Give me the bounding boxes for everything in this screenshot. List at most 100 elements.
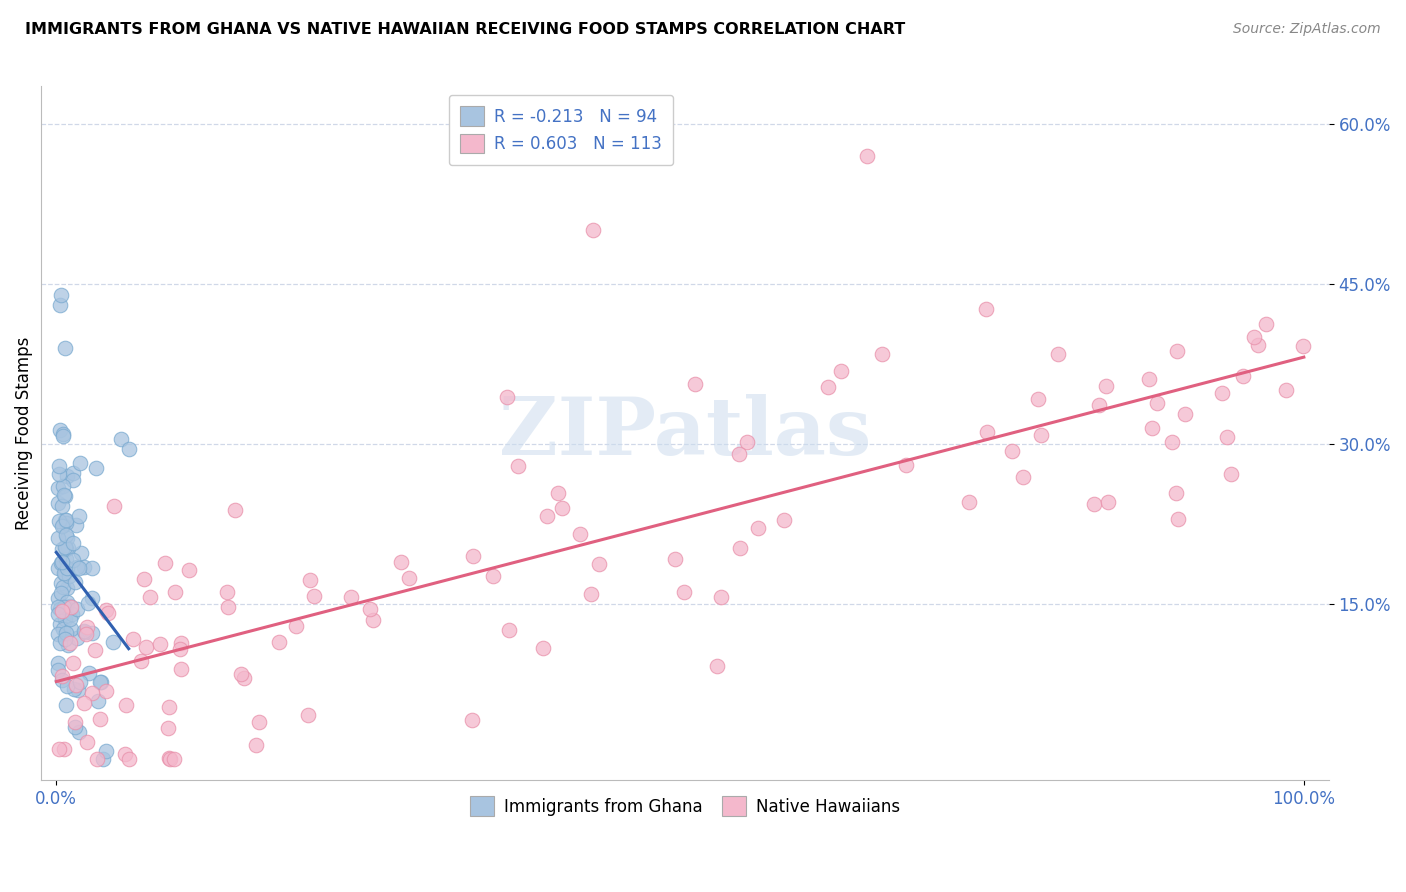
Point <box>1001 443 1024 458</box>
Point <box>664 552 686 566</box>
Point <box>1140 421 1163 435</box>
Point <box>97 606 120 620</box>
Point <box>51 499 73 513</box>
Point <box>58 569 80 583</box>
Point <box>52 427 75 442</box>
Point <box>52 429 75 443</box>
Point <box>52 622 75 636</box>
Point <box>51 604 73 618</box>
Point <box>69 456 91 470</box>
Point <box>73 624 96 639</box>
Point <box>48 742 70 756</box>
Point <box>122 632 145 646</box>
Point <box>170 635 193 649</box>
Point <box>56 679 79 693</box>
Point <box>53 566 76 581</box>
Point <box>73 624 96 638</box>
Point <box>48 514 70 528</box>
Point <box>48 467 70 481</box>
Point <box>1166 343 1188 358</box>
Point <box>461 714 484 728</box>
Point <box>683 376 706 391</box>
Point <box>49 298 72 312</box>
Point <box>817 380 839 394</box>
Point <box>1047 347 1070 361</box>
Point <box>1012 470 1035 484</box>
Point <box>1026 392 1049 406</box>
Point <box>118 442 141 457</box>
Point <box>135 640 157 655</box>
Point <box>91 752 114 766</box>
Point <box>267 635 290 649</box>
Point <box>773 514 796 528</box>
Point <box>65 601 87 615</box>
Point <box>245 738 267 752</box>
Point <box>1211 385 1233 400</box>
Point <box>103 499 125 513</box>
Point <box>87 694 110 708</box>
Point <box>976 425 998 440</box>
Point <box>56 638 79 652</box>
Point <box>52 580 75 594</box>
Point <box>170 663 193 677</box>
Point <box>284 619 307 633</box>
Legend: Immigrants from Ghana, Native Hawaiians: Immigrants from Ghana, Native Hawaiians <box>463 789 908 824</box>
Point <box>80 561 103 575</box>
Point <box>1094 379 1116 393</box>
Point <box>728 541 751 555</box>
Point <box>46 599 69 614</box>
Text: ZIPatlas: ZIPatlas <box>499 394 872 473</box>
Point <box>728 447 751 461</box>
Point <box>55 581 77 595</box>
Point <box>531 641 554 656</box>
Point <box>55 542 77 557</box>
Point <box>215 585 238 599</box>
Point <box>495 390 517 404</box>
Text: Source: ZipAtlas.com: Source: ZipAtlas.com <box>1233 22 1381 37</box>
Point <box>55 516 77 530</box>
Point <box>55 528 77 542</box>
Point <box>69 546 91 560</box>
Point <box>46 607 69 622</box>
Point <box>60 607 83 622</box>
Point <box>389 555 412 569</box>
Point <box>94 603 117 617</box>
Point <box>67 560 90 574</box>
Point <box>48 656 70 670</box>
Point <box>58 541 80 556</box>
Point <box>1146 396 1168 410</box>
Point <box>114 747 136 761</box>
Point <box>398 571 420 585</box>
Point <box>53 541 76 555</box>
Point <box>551 500 574 515</box>
Point <box>157 750 180 764</box>
Point <box>46 482 69 496</box>
Point <box>579 587 602 601</box>
Point <box>89 712 111 726</box>
Point <box>1247 338 1270 352</box>
Point <box>1219 467 1241 481</box>
Point <box>588 558 610 572</box>
Point <box>957 494 980 508</box>
Text: IMMIGRANTS FROM GHANA VS NATIVE HAWAIIAN RECEIVING FOOD STAMPS CORRELATION CHART: IMMIGRANTS FROM GHANA VS NATIVE HAWAIIAN… <box>25 22 905 37</box>
Point <box>46 561 69 575</box>
Point <box>51 287 73 301</box>
Point <box>1164 486 1187 500</box>
Point <box>76 620 98 634</box>
Point <box>1029 428 1052 442</box>
Point <box>339 590 361 604</box>
Point <box>94 684 117 698</box>
Point <box>86 460 108 475</box>
Point <box>1137 371 1160 385</box>
Point <box>46 531 69 545</box>
Point <box>582 223 605 237</box>
Point <box>1232 368 1254 383</box>
Point <box>224 502 246 516</box>
Point <box>49 616 72 631</box>
Point <box>169 641 191 656</box>
Point <box>89 675 111 690</box>
Point <box>90 675 112 690</box>
Point <box>65 518 87 533</box>
Point <box>77 665 100 680</box>
Point <box>149 637 172 651</box>
